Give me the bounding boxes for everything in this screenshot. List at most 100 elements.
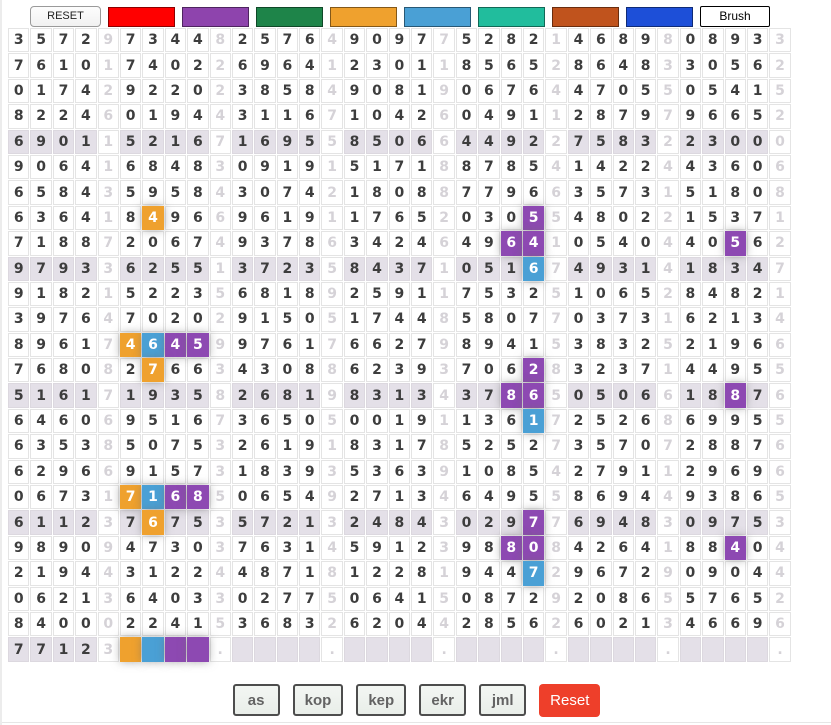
grid-cell[interactable]: 3: [231, 180, 254, 205]
grid-cell[interactable]: 3: [97, 510, 119, 535]
grid-cell[interactable]: 4: [746, 561, 769, 586]
grid-cell[interactable]: 3: [209, 434, 231, 459]
grid-cell[interactable]: 1: [276, 104, 299, 129]
grid-cell[interactable]: 4: [769, 535, 791, 561]
grid-cell[interactable]: 4: [455, 231, 478, 256]
grid-cell[interactable]: 1: [343, 180, 366, 205]
grid-cell[interactable]: 6: [187, 129, 209, 154]
grid-cell[interactable]: 6: [52, 383, 75, 408]
grid-cell[interactable]: 4: [119, 535, 142, 561]
grid-cell[interactable]: 7: [411, 434, 433, 459]
grid-cell[interactable]: 2: [522, 129, 545, 154]
grid-cell[interactable]: 1: [30, 231, 52, 256]
grid-cell[interactable]: 5: [590, 383, 612, 408]
grid-cell[interactable]: 0: [343, 408, 366, 434]
grid-cell[interactable]: 2: [769, 53, 791, 78]
grid-cell[interactable]: 8: [254, 561, 276, 586]
grid-cell[interactable]: 2: [679, 129, 702, 154]
grid-cell[interactable]: 8: [634, 53, 657, 78]
grid-cell[interactable]: [164, 637, 187, 662]
grid-cell[interactable]: 4: [75, 154, 97, 180]
grid-cell[interactable]: 7: [612, 561, 634, 586]
grid-cell[interactable]: 6: [75, 307, 97, 332]
grid-cell[interactable]: 1: [634, 256, 657, 281]
grid-cell[interactable]: 2: [545, 129, 567, 154]
grid-cell[interactable]: 9: [343, 28, 366, 53]
grid-cell[interactable]: 3: [209, 459, 231, 485]
grid-cell[interactable]: [276, 637, 299, 662]
grid-cell[interactable]: 6: [75, 459, 97, 485]
grid-cell[interactable]: 4: [209, 104, 231, 129]
grid-cell[interactable]: 9: [590, 256, 612, 281]
grid-cell[interactable]: 3: [97, 637, 119, 662]
grid-cell[interactable]: [500, 637, 522, 662]
grid-cell[interactable]: 1: [388, 383, 411, 408]
grid-cell[interactable]: 0: [366, 104, 388, 129]
grid-cell[interactable]: 3: [702, 129, 724, 154]
grid-cell[interactable]: 9: [142, 180, 164, 205]
grid-cell[interactable]: .: [209, 637, 231, 662]
grid-cell[interactable]: 9: [612, 459, 634, 485]
grid-cell[interactable]: 6: [746, 332, 769, 358]
grid-cell[interactable]: 0: [231, 154, 254, 180]
grid-cell[interactable]: 5: [769, 485, 791, 510]
grid-cell[interactable]: 7: [97, 231, 119, 256]
grid-cell[interactable]: 7: [254, 332, 276, 358]
grid-cell[interactable]: 5: [500, 434, 522, 459]
grid-cell[interactable]: 5: [590, 434, 612, 459]
grid-cell[interactable]: 8: [254, 459, 276, 485]
grid-cell[interactable]: 4: [567, 78, 590, 104]
grid-cell[interactable]: 1: [299, 332, 321, 358]
grid-cell[interactable]: [478, 637, 500, 662]
grid-cell[interactable]: 6: [634, 408, 657, 434]
grid-cell[interactable]: 6: [769, 611, 791, 637]
grid-cell[interactable]: 4: [433, 383, 455, 408]
grid-cell[interactable]: 1: [30, 78, 52, 104]
grid-cell[interactable]: [746, 637, 769, 662]
grid-cell[interactable]: 2: [75, 637, 97, 662]
grid-cell[interactable]: 1: [254, 307, 276, 332]
grid-cell[interactable]: 1: [769, 205, 791, 231]
grid-cell[interactable]: 6: [142, 510, 164, 535]
grid-cell[interactable]: 5: [119, 129, 142, 154]
grid-cell[interactable]: 6: [164, 485, 187, 510]
grid-cell[interactable]: 8: [8, 104, 30, 129]
grid-cell[interactable]: 8: [702, 383, 724, 408]
grid-cell[interactable]: 9: [478, 231, 500, 256]
grid-cell[interactable]: 1: [366, 154, 388, 180]
grid-cell[interactable]: 2: [231, 434, 254, 459]
grid-cell[interactable]: 3: [769, 28, 791, 53]
grid-cell[interactable]: 4: [388, 104, 411, 129]
grid-cell[interactable]: 5: [433, 586, 455, 611]
grid-cell[interactable]: 3: [321, 510, 343, 535]
grid-cell[interactable]: 2: [366, 358, 388, 383]
grid-cell[interactable]: 1: [276, 434, 299, 459]
grid-cell[interactable]: 0: [679, 78, 702, 104]
grid-cell[interactable]: 0: [8, 78, 30, 104]
grid-cell[interactable]: 0: [119, 104, 142, 129]
grid-cell[interactable]: 7: [455, 281, 478, 307]
grid-cell[interactable]: 9: [30, 332, 52, 358]
grid-cell[interactable]: 7: [119, 485, 142, 510]
grid-cell[interactable]: 2: [343, 485, 366, 510]
grid-cell[interactable]: 2: [769, 104, 791, 129]
grid-cell[interactable]: 4: [164, 611, 187, 637]
kop-button[interactable]: kop: [292, 684, 344, 716]
grid-cell[interactable]: 0: [142, 231, 164, 256]
grid-cell[interactable]: 4: [612, 231, 634, 256]
grid-cell[interactable]: 9: [388, 28, 411, 53]
grid-cell[interactable]: 8: [411, 561, 433, 586]
grid-cell[interactable]: 1: [321, 434, 343, 459]
grid-cell[interactable]: 2: [119, 231, 142, 256]
grid-cell[interactable]: 1: [545, 231, 567, 256]
grid-cell[interactable]: 7: [500, 78, 522, 104]
grid-cell[interactable]: 4: [478, 485, 500, 510]
grid-cell[interactable]: 3: [343, 231, 366, 256]
grid-cell[interactable]: 9: [612, 485, 634, 510]
grid-cell[interactable]: 9: [388, 281, 411, 307]
grid-cell[interactable]: 2: [478, 434, 500, 459]
grid-cell[interactable]: 3: [142, 28, 164, 53]
grid-cell[interactable]: 8: [276, 383, 299, 408]
grid-cell[interactable]: 4: [634, 535, 657, 561]
grid-cell[interactable]: 4: [75, 104, 97, 129]
